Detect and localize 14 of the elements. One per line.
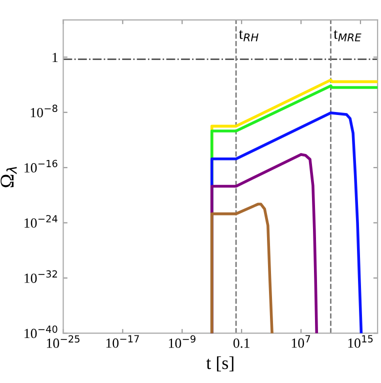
y-tick-label: 10$^{−32}$ (24, 270, 57, 283)
y-axis-title: Ω$_{λ}$ (0, 166, 17, 188)
x-tick-label: 10$^{−9}$ (168, 335, 196, 348)
x-tick-label: 0.1 (233, 338, 250, 348)
x-tick-label: 10$^{−17}$ (106, 335, 139, 348)
x-tick-label: 10$^{7}$ (292, 335, 310, 348)
y-tick-label: 10$^{−16}$ (24, 160, 58, 173)
x-tick-label: 10$^{15}$ (348, 335, 373, 348)
ref-line-label: t$_{MRE}$ (334, 30, 362, 42)
x-axis-title: t [s] (206, 356, 234, 372)
y-tick-label: 10$^{−8}$ (30, 104, 58, 118)
y-tick-label: 10$^{−24}$ (24, 215, 58, 228)
ref-line-label: t$_{RH}$ (238, 30, 258, 42)
y-tick-label: 1 (52, 52, 58, 62)
